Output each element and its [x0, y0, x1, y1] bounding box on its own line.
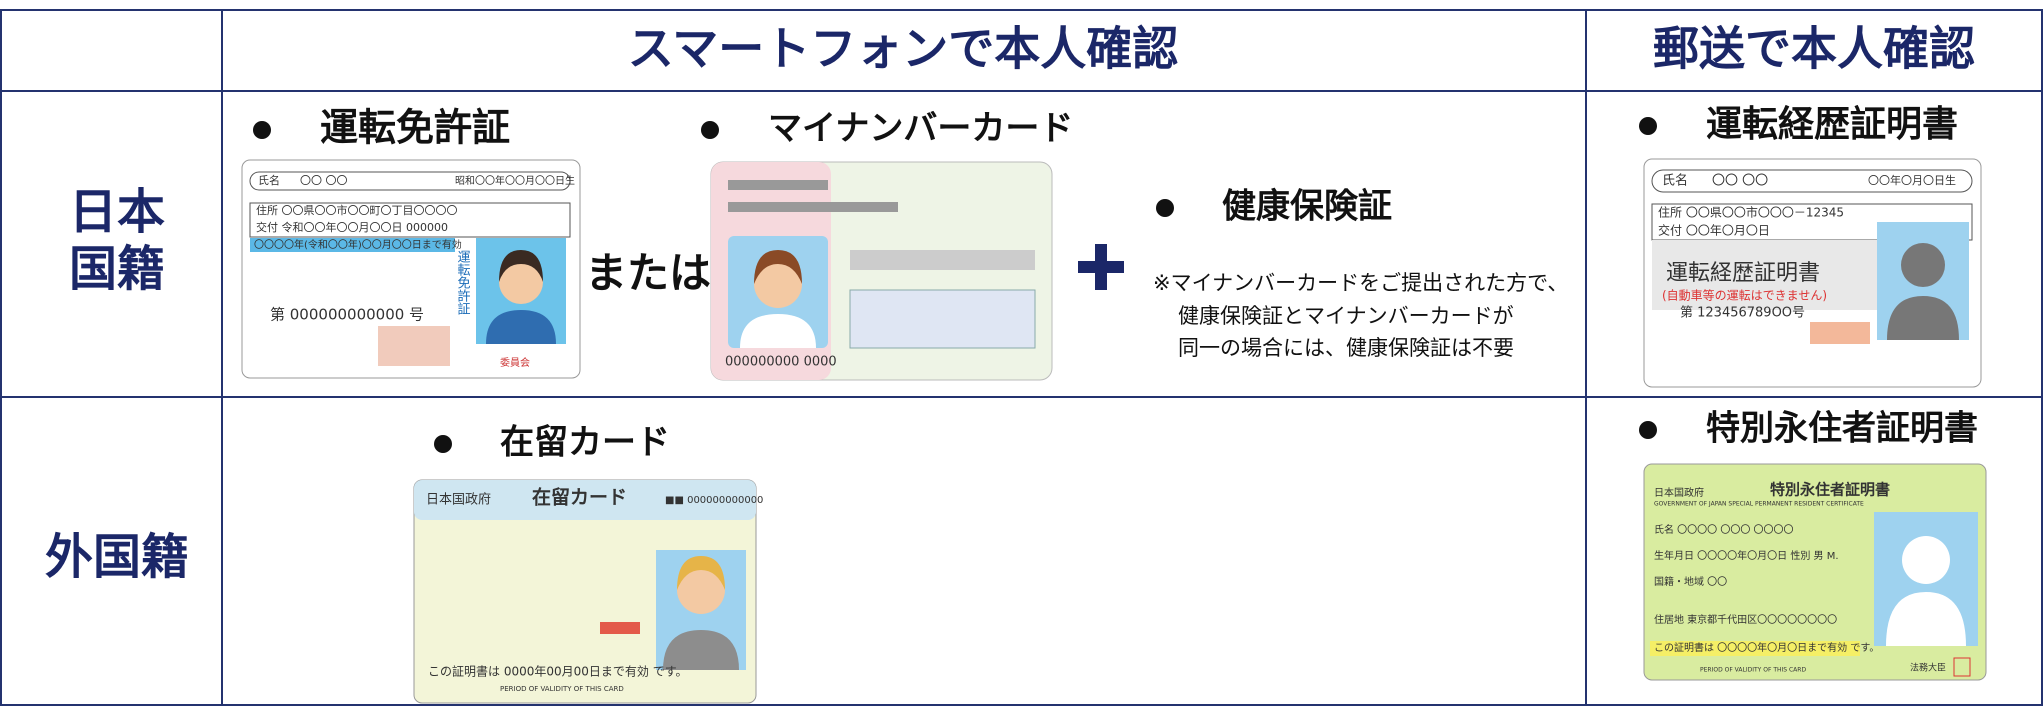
my-number-card: 000000000 0000	[710, 161, 1053, 381]
residence-card: 日本国政府 在留カード ■■ 000000000000 この証明書は 0000年…	[413, 479, 763, 704]
item-title: 運転免許証	[320, 106, 510, 150]
card-text: 生年月日 〇〇〇〇年〇月〇日 性別 男 M.	[1654, 549, 1839, 562]
card-text: 住居地 東京都千代田区〇〇〇〇〇〇〇〇	[1654, 613, 1837, 626]
item-title: 特別永住者証明書	[1706, 409, 1978, 449]
card-text: 法務大臣	[1910, 662, 1946, 674]
drivers-license-card: 氏名 〇〇 〇〇 昭和〇〇年〇〇月〇〇日生 住所 〇〇県〇〇市〇〇町〇丁目〇〇〇…	[241, 159, 581, 379]
card-text: GOVERNMENT OF JAPAN SPECIAL PERMANENT RE…	[1654, 501, 1864, 508]
card-text: 住所 〇〇県〇〇市〇〇町〇丁目〇〇〇〇	[256, 203, 458, 217]
row-label: 国籍	[69, 241, 165, 297]
bullet	[1639, 421, 1657, 439]
bullet	[1156, 199, 1174, 217]
header-smartphone: スマートフォンで本人確認	[628, 22, 1179, 76]
row-label: 日本	[69, 184, 165, 240]
card-text: 第 000000000000 号	[270, 306, 424, 324]
table-grid	[0, 9, 2043, 706]
bullet	[1639, 117, 1657, 135]
card-text: 日本国政府	[426, 493, 491, 508]
card-text: 運転経歴証明書	[1666, 261, 1820, 286]
card-text: 第 123456789OO号	[1680, 306, 1805, 321]
card-text: 氏名 〇〇〇〇 〇〇〇 〇〇〇〇	[1654, 523, 1794, 536]
card-text: 氏名	[1662, 173, 1688, 189]
item-title: 在留カード	[500, 423, 670, 463]
card-text: 交付 〇〇年〇月〇日	[1658, 223, 1770, 238]
note-text: 健康保険証とマイナンバーカードが	[1178, 304, 1514, 328]
row-label: 外国籍	[45, 529, 189, 585]
item-title: 健康保険証	[1222, 187, 1392, 227]
card-text: 運転免許証	[455, 250, 471, 315]
card-text: PERIOD OF VALIDITY OF THIS CARD	[1700, 667, 1806, 674]
driving-history-card: 氏名 〇〇 〇〇 〇〇年〇月〇日生 住所 〇〇県〇〇市〇〇〇－12345 交付 …	[1643, 158, 1982, 388]
card-text: 特別永住者証明書	[1770, 481, 1890, 499]
note-text: ※マイナンバーカードをご提出された方で、	[1153, 271, 1568, 295]
card-text: 〇〇 〇〇	[1712, 174, 1768, 189]
plus-icon	[1078, 244, 1124, 290]
card-text: この証明書は 0000年00月00日まで有効 です。	[428, 664, 688, 679]
card-text: 日本国政府	[1654, 486, 1704, 499]
card-text: この証明書は 〇〇〇〇年〇月〇日まで有効 です。	[1654, 641, 1879, 654]
card-text: 〇〇年〇月〇日生	[1868, 173, 1956, 187]
card-text: 委員会	[500, 356, 530, 369]
note-text: 同一の場合には、健康保険証は不要	[1178, 336, 1514, 360]
card-text: 〇〇 〇〇	[300, 174, 348, 187]
bullet	[701, 121, 719, 139]
card-text: ■■ 000000000000	[665, 495, 763, 506]
card-text: 在留カード	[532, 486, 627, 509]
bullet	[253, 121, 271, 139]
special-permanent-card: 日本国政府 特別永住者証明書 GOVERNMENT OF JAPAN SPECI…	[1643, 463, 1987, 681]
card-text: 住所 〇〇県〇〇市〇〇〇－12345	[1658, 205, 1844, 220]
card-text: PERIOD OF VALIDITY OF THIS CARD	[500, 685, 624, 693]
card-text: 国籍・地域 〇〇	[1654, 575, 1727, 588]
card-text: 交付 令和〇〇年〇〇月〇〇日 000000	[256, 220, 448, 234]
card-text: 〇〇〇〇年(令和〇〇年)〇〇月〇〇日まで有効	[254, 238, 462, 251]
or-text: または	[585, 249, 711, 298]
card-text: 000000000 0000	[725, 355, 837, 370]
card-text: (自動車等の運転はできません)	[1662, 289, 1827, 303]
header-mail: 郵送で本人確認	[1653, 22, 1975, 76]
card-text: 昭和〇〇年〇〇月〇〇日生	[455, 174, 575, 187]
item-title: 運転経歴証明書	[1706, 104, 1958, 145]
item-title: マイナンバーカード	[768, 109, 1073, 149]
card-text: 氏名	[258, 173, 280, 187]
bullet	[434, 435, 452, 453]
